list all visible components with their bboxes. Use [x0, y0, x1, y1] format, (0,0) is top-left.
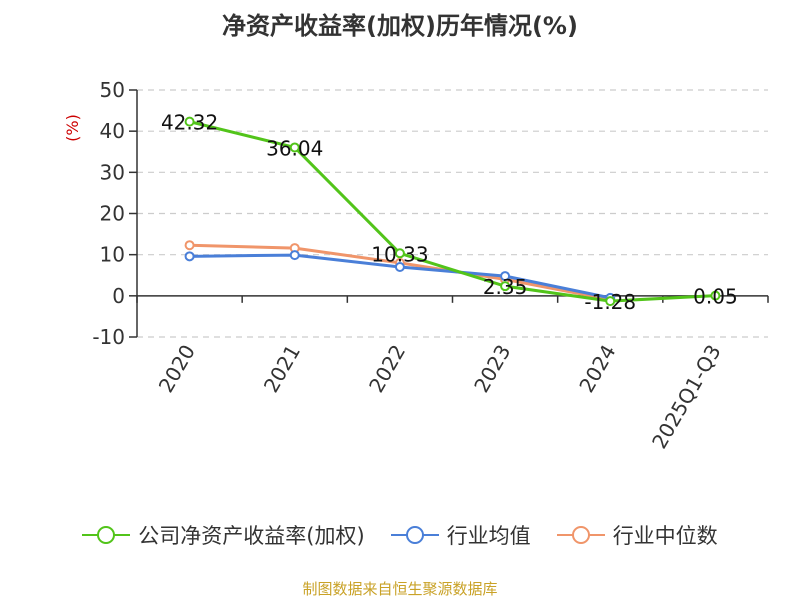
- y-tick-label: 10: [100, 243, 125, 267]
- legend-label: 行业均值: [446, 524, 531, 548]
- data-label: 36.04: [266, 136, 323, 160]
- data-point: [184, 240, 195, 251]
- legend-marker-icon: [390, 526, 439, 544]
- x-tick-label: 2023: [469, 341, 515, 397]
- legend-label: 公司净资产收益率(加权): [138, 524, 365, 548]
- data-label: -1.28: [584, 290, 636, 314]
- data-point: [184, 116, 195, 127]
- legend-item[interactable]: 行业中位数: [556, 520, 718, 550]
- y-tick-label: -10: [92, 325, 125, 349]
- y-tick-label: 0: [112, 284, 125, 308]
- legend: 公司净资产收益率(加权) 行业均值 行业中位数: [0, 520, 800, 550]
- legend-item[interactable]: 公司净资产收益率(加权): [82, 520, 365, 550]
- y-tick-label: 20: [100, 202, 125, 226]
- source-note: 制图数据来自恒生聚源数据库: [302, 580, 498, 598]
- x-tick-label: 2025Q1-Q3: [647, 341, 726, 453]
- x-tick-label: 2021: [259, 341, 305, 397]
- legend-marker-icon: [556, 526, 605, 544]
- x-tick-label: 2022: [364, 341, 410, 397]
- legend-item[interactable]: 行业均值: [390, 520, 531, 550]
- data-label: 10.33: [371, 242, 428, 266]
- data-point: [605, 296, 616, 307]
- y-axis-label: (%): [63, 114, 82, 142]
- y-tick-label: 50: [100, 78, 125, 102]
- data-point: [710, 290, 721, 301]
- data-point: [289, 250, 300, 261]
- series-lines: [184, 116, 721, 307]
- data-point: [500, 271, 511, 282]
- data-label: 42.32: [161, 111, 218, 135]
- series-line: [189, 120, 716, 303]
- data-point: [184, 251, 195, 262]
- y-tick-label: 40: [100, 119, 125, 143]
- data-label: 2.35: [483, 275, 528, 299]
- data-point: [500, 281, 511, 292]
- legend-marker-icon: [82, 526, 131, 544]
- chart-title: 净资产收益率(加权)历年情况(%): [222, 12, 578, 40]
- data-point: [394, 262, 405, 273]
- data-label: 0.05: [693, 285, 738, 309]
- data-point: [289, 142, 300, 153]
- y-tick-label: 30: [100, 160, 125, 184]
- legend-label: 行业中位数: [612, 524, 718, 548]
- x-tick-label: 2024: [574, 341, 620, 397]
- x-tick-label: 2020: [154, 341, 200, 397]
- data-point: [394, 248, 405, 259]
- data-labels: 42.32 36.04 10.33 2.35 -1.28 0.05: [161, 111, 738, 314]
